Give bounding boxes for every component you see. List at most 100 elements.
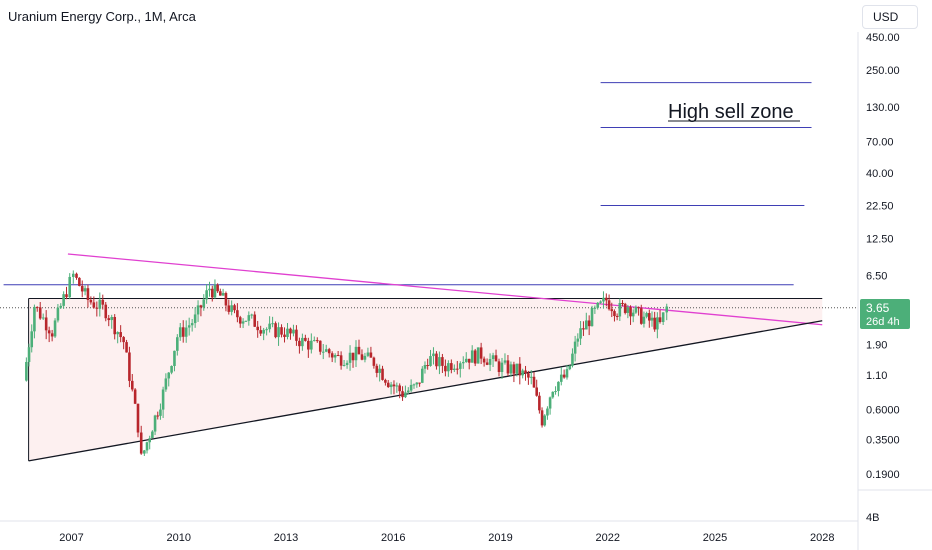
candle: [47, 326, 51, 343]
candle: [464, 352, 468, 363]
candle: [497, 358, 501, 377]
candle: [363, 352, 367, 363]
candle: [648, 309, 651, 328]
candle: [292, 324, 295, 337]
candle: [488, 353, 492, 372]
candle: [432, 347, 435, 365]
candle: [190, 319, 194, 332]
candle: [562, 369, 566, 379]
ascending-trendline: [28, 320, 823, 462]
candle: [345, 360, 349, 369]
candle: [151, 430, 154, 439]
candle: [128, 346, 131, 388]
candle: [333, 353, 337, 363]
candle: [420, 366, 424, 384]
candle: [366, 347, 370, 358]
time-tick-label: 2013: [274, 532, 298, 544]
candle: [618, 298, 622, 321]
time-tick-label: 2016: [381, 532, 405, 544]
candle: [330, 351, 334, 363]
candle: [125, 339, 128, 353]
candle: [634, 305, 638, 314]
candle: [602, 291, 605, 309]
candle: [44, 310, 48, 340]
candle: [274, 321, 277, 339]
candle: [435, 351, 438, 370]
candle: [193, 307, 197, 328]
candle: [450, 359, 453, 374]
candle: [607, 294, 611, 311]
candle: [599, 300, 602, 304]
candle: [579, 321, 582, 346]
current-price-tag: 3.65 26d 4h: [860, 299, 910, 329]
candle: [404, 385, 407, 399]
time-tick-label: 2007: [59, 532, 83, 544]
candle: [357, 339, 361, 355]
candle: [219, 288, 222, 296]
candle: [110, 314, 114, 329]
price-tick-label: 0.6000: [866, 404, 900, 416]
candle: [642, 311, 646, 328]
candle: [324, 344, 328, 353]
candle: [181, 320, 185, 343]
candle: [104, 301, 108, 322]
candle: [62, 291, 65, 309]
candle: [161, 386, 165, 419]
candle: [122, 336, 125, 350]
candle: [83, 285, 87, 296]
candle: [283, 327, 286, 343]
price-tick-label: 70.00: [866, 137, 894, 149]
candle: [321, 344, 325, 360]
candle: [271, 316, 274, 328]
candle: [453, 364, 456, 373]
candle: [576, 333, 580, 347]
candle: [216, 283, 219, 293]
candle: [75, 272, 78, 280]
candle: [56, 304, 60, 323]
candle: [372, 356, 376, 369]
candle: [406, 387, 410, 395]
candle: [429, 349, 432, 367]
candle: [313, 336, 316, 342]
candle: [441, 353, 444, 373]
candle: [500, 357, 504, 379]
candle: [339, 351, 343, 370]
candle: [613, 309, 616, 322]
candle: [515, 363, 519, 377]
candle: [559, 367, 563, 386]
candle: [80, 280, 84, 298]
price-tick-label: 250.00: [866, 65, 900, 77]
candle: [184, 320, 188, 343]
time-tick-label: 2019: [488, 532, 512, 544]
candle: [327, 347, 331, 358]
candle: [398, 383, 401, 399]
candle: [590, 305, 594, 327]
candle: [587, 315, 591, 336]
candle: [205, 284, 208, 304]
candle: [230, 300, 233, 316]
candle: [395, 382, 399, 393]
candle: [277, 322, 280, 346]
candle: [656, 312, 659, 339]
candle: [423, 361, 427, 374]
candle: [351, 352, 355, 368]
descending-trendline: [67, 253, 823, 326]
candle: [538, 392, 541, 414]
candle: [176, 334, 179, 356]
candle: [551, 391, 555, 399]
candle: [71, 270, 75, 284]
candle: [509, 361, 513, 377]
candle: [470, 345, 474, 363]
candle: [524, 365, 527, 381]
currency-button[interactable]: USD: [862, 5, 918, 29]
candle: [298, 337, 301, 354]
price-tag-value: 3.65: [866, 301, 890, 315]
candle: [247, 311, 251, 326]
candle: [116, 331, 119, 344]
candle: [53, 318, 57, 338]
candle: [113, 314, 116, 340]
candle: [236, 303, 239, 323]
candle: [548, 396, 552, 415]
candle: [479, 342, 483, 365]
